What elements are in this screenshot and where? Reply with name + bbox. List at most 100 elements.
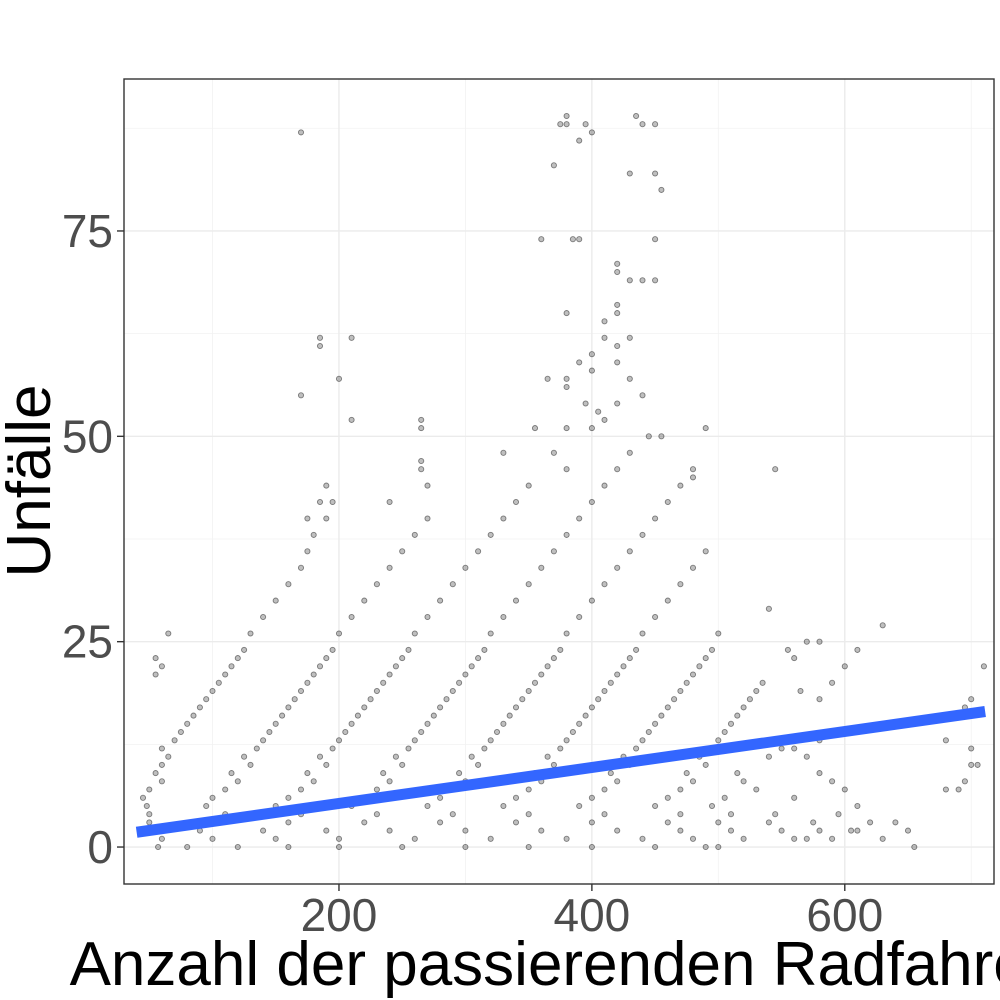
data-point (576, 359, 583, 366)
data-point (721, 794, 728, 801)
data-point (702, 425, 709, 432)
data-point (652, 121, 659, 128)
data-point (576, 137, 583, 144)
data-point (652, 277, 659, 284)
data-point (639, 277, 646, 284)
data-point (538, 671, 545, 678)
data-point (222, 671, 229, 678)
data-point (411, 630, 418, 637)
data-point (765, 605, 772, 612)
data-point (576, 802, 583, 810)
data-point (437, 597, 444, 604)
data-point (557, 121, 564, 128)
data-point (158, 663, 165, 670)
data-point (563, 425, 570, 432)
data-point (304, 679, 311, 686)
data-point (525, 786, 532, 793)
data-point (968, 696, 975, 703)
data-point (740, 835, 747, 842)
data-point (468, 753, 475, 760)
data-point (348, 416, 355, 423)
data-point (715, 843, 722, 851)
data-point (411, 737, 418, 744)
data-point (677, 482, 684, 489)
data-point (601, 581, 608, 588)
data-point (316, 753, 324, 760)
trend-line (135, 706, 986, 838)
data-point (323, 515, 330, 522)
data-point (165, 630, 172, 637)
data-point (689, 671, 697, 678)
data-point (614, 778, 621, 785)
data-point (424, 802, 431, 810)
data-point (424, 482, 431, 489)
data-point (285, 704, 292, 711)
data-point (222, 786, 229, 793)
data-point (500, 720, 507, 727)
data-point (677, 827, 684, 834)
data-point (639, 630, 646, 637)
data-point (424, 613, 431, 621)
data-point (753, 786, 760, 793)
data-point (841, 786, 848, 793)
data-point (576, 515, 583, 522)
data-point (677, 687, 684, 695)
data-point (500, 515, 507, 522)
data-point (829, 679, 836, 686)
data-point (576, 613, 583, 621)
data-point (778, 745, 785, 752)
data-point (367, 696, 374, 703)
data-point (677, 786, 684, 793)
data-point (658, 433, 665, 440)
data-point (260, 613, 267, 621)
data-point (702, 655, 709, 662)
data-point (563, 835, 570, 842)
data-point (740, 778, 747, 785)
data-point (247, 761, 254, 768)
data-point (399, 655, 406, 662)
data-point (829, 835, 836, 842)
data-point (803, 638, 810, 645)
data-point (152, 770, 159, 777)
data-point (291, 696, 298, 703)
data-point (588, 843, 595, 851)
data-point (727, 827, 735, 834)
data-point (563, 112, 570, 120)
data-point (316, 663, 324, 670)
data-point (462, 671, 469, 678)
data-point (449, 811, 456, 818)
data-point (639, 531, 646, 538)
data-point (658, 712, 665, 719)
data-point (475, 655, 482, 662)
data-point (715, 630, 722, 637)
data-point (418, 466, 425, 473)
y-axis-title: Unfälle (0, 385, 64, 578)
data-point (652, 170, 659, 177)
data-point (576, 236, 583, 243)
data-point (285, 794, 292, 801)
data-point (544, 375, 551, 382)
data-point (614, 342, 621, 350)
data-point (544, 663, 551, 670)
data-point (816, 827, 823, 834)
data-point (531, 425, 539, 432)
data-point (297, 564, 305, 571)
data-point (361, 704, 368, 711)
data-point (165, 753, 172, 760)
data-point (512, 794, 520, 801)
data-point (146, 786, 153, 793)
data-point (143, 802, 150, 810)
data-point (531, 679, 539, 686)
data-point (904, 827, 912, 834)
x-tick-label: 400 (554, 889, 631, 941)
data-point (702, 548, 709, 555)
data-point (209, 835, 216, 842)
data-point (664, 498, 671, 506)
data-point (373, 811, 380, 818)
data-point (614, 564, 621, 571)
data-point (689, 778, 697, 785)
data-point (595, 696, 602, 703)
data-point (228, 663, 235, 670)
data-point (563, 531, 570, 538)
data-point (512, 819, 520, 826)
